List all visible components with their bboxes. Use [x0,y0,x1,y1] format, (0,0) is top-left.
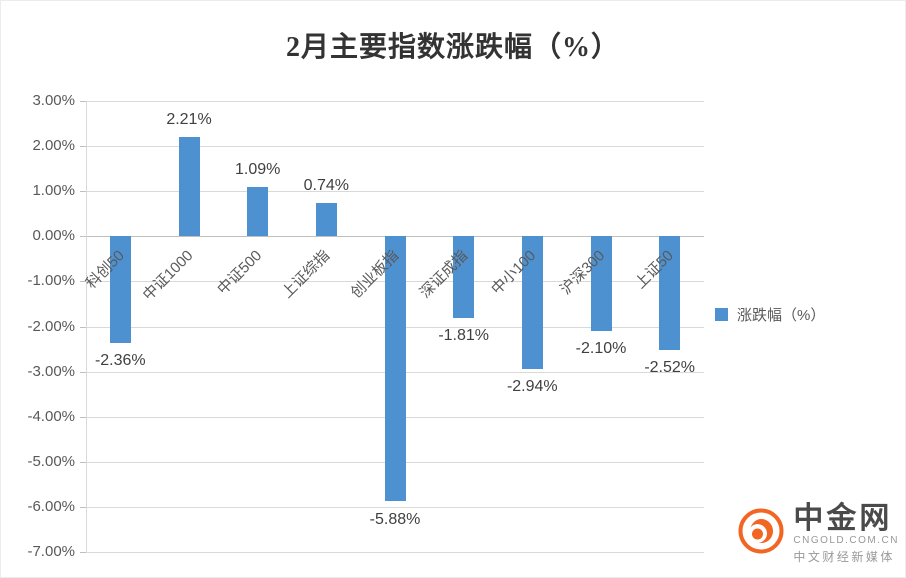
y-axis-label: -3.00% [27,362,75,380]
bar-data-label: -2.94% [506,377,558,395]
y-axis-tick [80,326,86,328]
bar-data-label: -2.10% [575,340,627,357]
bar [521,236,543,369]
bar-data-label: 2.21% [166,110,212,128]
bar-data-label: -2.52% [644,359,696,376]
y-axis-label: -4.00% [27,407,75,425]
gridline [86,146,704,148]
bar [247,187,269,237]
category-label-text: 中证1000 [139,247,197,305]
y-axis-label: -5.00% [27,452,75,470]
bar [453,236,475,318]
gridline [86,552,704,553]
legend-label: 涨跌幅（%） [737,307,826,324]
y-axis-label: -2.00% [27,317,75,335]
y-axis-tick [80,416,86,418]
chart-title: 2月主要指数涨跌幅（%） [285,32,620,63]
y-axis-label: -1.00% [27,272,75,290]
bar-data-label: -1.81% [438,326,490,344]
y-axis-label: 2.00% [32,137,75,155]
watermark-domain: CNGOLD.COM.CN [793,535,899,546]
y-axis-tick [80,371,86,373]
y-axis-tick [80,552,86,553]
gridline [86,506,704,508]
y-axis-tick [80,146,86,148]
bar-data-label: 1.09% [235,161,281,179]
y-axis-line [86,101,87,552]
cngold-logo-icon [737,507,785,560]
y-axis-tick [80,101,86,102]
category-label-text: 上证综指 [278,247,334,302]
legend: 涨跌幅（%） [715,304,825,325]
bar [178,136,200,237]
bar [384,236,406,502]
bar-data-label: 0.74% [303,176,349,194]
watermark-logo: 中金网 CNGOLD.COM.CN 中文财经新媒体 [737,501,899,566]
bar [590,236,612,331]
bar-data-label: -5.88% [369,510,421,528]
y-axis-tick [80,461,86,463]
bar [109,236,131,343]
gridline [86,191,704,193]
watermark-tagline: 中文财经新媒体 [793,550,895,564]
y-axis-tick [80,506,86,508]
y-axis-label: 1.00% [32,182,75,200]
y-axis-tick [80,191,86,193]
y-axis-tick [80,281,86,283]
y-axis-label: 3.00% [32,92,75,109]
watermark-text: 中金网 CNGOLD.COM.CN 中文财经新媒体 [793,501,899,566]
watermark-brand: 中金网 [793,501,893,535]
legend-swatch-icon [715,308,728,321]
y-axis-label: 0.00% [32,227,75,245]
y-axis-tick [80,236,86,238]
y-axis-label: -6.00% [27,497,75,515]
gridline [86,101,704,102]
bar [659,236,681,350]
bar [315,202,337,237]
category-label-text: 中证500 [213,247,265,299]
bar-data-label: -2.36% [94,351,146,369]
y-axis-label: -7.00% [27,543,75,560]
